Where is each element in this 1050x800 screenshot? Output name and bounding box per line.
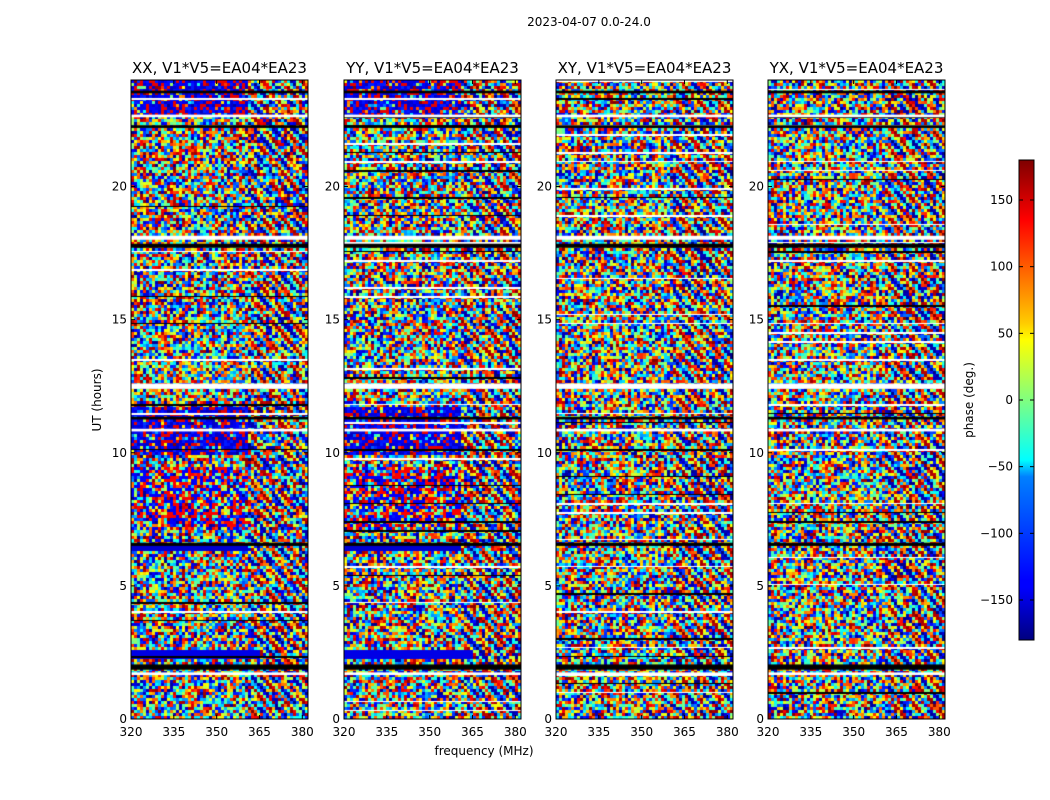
x-tick-label: 335 — [375, 725, 398, 739]
panel-xx: XX, V1*V5=EA04*EA23 320 335 350 365 380 0 5 10 15… — [112, 59, 314, 739]
y-tick-label: 15 — [325, 313, 340, 327]
plot-frame — [555, 79, 734, 720]
panel-yy: YY, V1*V5=EA04*EA23 320 335 350 365 380 0 5 10 15… — [325, 59, 527, 739]
y-tick-label: 15 — [749, 313, 764, 327]
x-tick-label: 320 — [333, 725, 356, 739]
x-tick-label: 320 — [757, 725, 780, 739]
panels-group: XX, V1*V5=EA04*EA23 320 335 350 365 380 0 5 10 15… — [112, 59, 951, 739]
y-tick-label: 0 — [544, 712, 552, 726]
y-tick-label: 10 — [537, 446, 552, 460]
x-tick-label: 350 — [418, 725, 441, 739]
phase-heatmap — [344, 80, 521, 719]
phase-heatmap — [131, 80, 308, 719]
plot-frame — [130, 79, 309, 720]
y-tick-label: 0 — [332, 712, 340, 726]
x-tick-label: 380 — [504, 725, 527, 739]
panel-title: YX, V1*V5=EA04*EA23 — [769, 59, 944, 77]
colorbar-tick-label: 50 — [998, 326, 1013, 340]
x-tick-label: 335 — [587, 725, 610, 739]
colorbar-tick-label: 0 — [1005, 393, 1013, 407]
y-tick-label: 0 — [119, 712, 127, 726]
y-tick-label: 20 — [325, 180, 340, 194]
y-tick-label: 20 — [537, 180, 552, 194]
x-tick-label: 320 — [545, 725, 568, 739]
colorbar-label: phase (deg.) — [962, 362, 976, 438]
panel-title: YY, V1*V5=EA04*EA23 — [345, 59, 519, 77]
y-tick-label: 5 — [332, 579, 340, 593]
colorbar-tick-label: −50 — [988, 460, 1013, 474]
colorbar-tick-label: 100 — [990, 260, 1013, 274]
colorbar-tick-label: −100 — [980, 526, 1013, 540]
y-tick-label: 5 — [544, 579, 552, 593]
colorbar-tick-label: −150 — [980, 593, 1013, 607]
x-tick-label: 350 — [630, 725, 653, 739]
x-tick-label: 380 — [716, 725, 739, 739]
plot-frame — [767, 79, 946, 720]
panel-yx: YX, V1*V5=EA04*EA23 320 335 350 365 380 0 5 10 15… — [749, 59, 951, 739]
y-tick-label: 5 — [756, 579, 764, 593]
x-axis-label: frequency (MHz) — [434, 744, 533, 758]
y-tick-label: 0 — [756, 712, 764, 726]
x-tick-label: 380 — [291, 725, 314, 739]
x-tick-label: 380 — [928, 725, 951, 739]
panel-xy: XY, V1*V5=EA04*EA23 320 335 350 365 380 0 5 10 15… — [537, 59, 739, 739]
plot-frame — [343, 79, 522, 720]
y-tick-label: 10 — [112, 446, 127, 460]
x-tick-label: 335 — [162, 725, 185, 739]
colorbar-ticks: −150 −100 −50 0 50 100 150 — [980, 193, 1034, 607]
phase-heatmap — [556, 80, 733, 719]
x-tick-label: 365 — [673, 725, 696, 739]
colorbar-tick-label: 150 — [990, 193, 1013, 207]
y-tick-label: 20 — [749, 180, 764, 194]
x-tick-label: 350 — [205, 725, 228, 739]
x-tick-label: 320 — [120, 725, 143, 739]
y-tick-label: 10 — [749, 446, 764, 460]
phase-heatmap — [768, 80, 945, 719]
x-tick-label: 365 — [461, 725, 484, 739]
figure-title: 2023-04-07 0.0-24.0 — [527, 15, 651, 29]
y-tick-label: 15 — [537, 313, 552, 327]
y-tick-label: 15 — [112, 313, 127, 327]
y-tick-label: 10 — [325, 446, 340, 460]
y-tick-label: 20 — [112, 180, 127, 194]
x-tick-label: 350 — [842, 725, 865, 739]
colorbar: −150 −100 −50 0 50 100 150 phase (deg.) — [962, 159, 1035, 641]
y-tick-label: 5 — [119, 579, 127, 593]
x-tick-label: 365 — [248, 725, 271, 739]
x-tick-label: 365 — [885, 725, 908, 739]
y-axis-label: UT (hours) — [90, 368, 104, 431]
x-tick-label: 335 — [799, 725, 822, 739]
panel-title: XY, V1*V5=EA04*EA23 — [558, 59, 732, 77]
panel-title: XX, V1*V5=EA04*EA23 — [132, 59, 307, 77]
